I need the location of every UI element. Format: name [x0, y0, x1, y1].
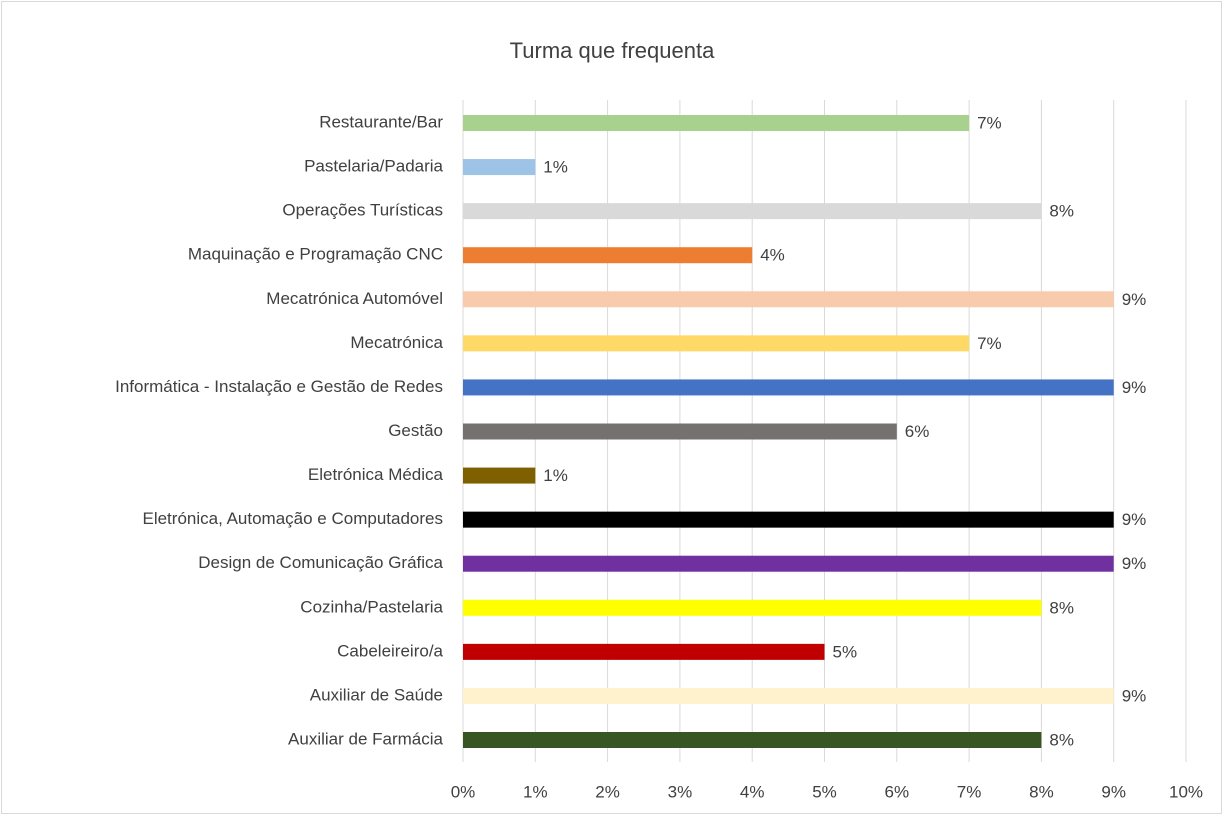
x-tick-label: 2%: [595, 782, 620, 801]
bar: [463, 291, 1114, 308]
y-tick-label: Pastelaria/Padaria: [304, 157, 443, 176]
bar: [463, 335, 970, 352]
x-tick-label: 10%: [1169, 782, 1203, 801]
x-tick-label: 7%: [957, 782, 982, 801]
bar: [463, 203, 1042, 220]
bar: [463, 159, 536, 176]
x-tick-label: 4%: [740, 782, 765, 801]
y-tick-label: Mecatrónica Automóvel: [266, 289, 443, 308]
bar: [463, 423, 897, 440]
bar: [463, 511, 1114, 528]
y-tick-label: Mecatrónica: [350, 333, 443, 352]
value-label: 6%: [905, 422, 930, 441]
y-tick-label: Gestão: [388, 421, 443, 440]
y-tick-label: Auxiliar de Saúde: [310, 685, 443, 704]
bar: [463, 467, 536, 484]
x-tick-label: 9%: [1101, 782, 1126, 801]
x-tick-label: 5%: [812, 782, 837, 801]
x-tick-label: 8%: [1029, 782, 1054, 801]
x-tick-label: 1%: [523, 782, 548, 801]
y-tick-label: Operações Turísticas: [282, 201, 443, 220]
bar: [463, 643, 825, 660]
value-label: 8%: [1049, 202, 1074, 221]
value-label: 7%: [977, 113, 1002, 132]
value-label: 5%: [833, 642, 858, 661]
y-tick-label: Cabeleireiro/a: [337, 641, 443, 660]
value-label: 9%: [1122, 686, 1147, 705]
value-label: 8%: [1049, 730, 1074, 749]
bar: [463, 599, 1042, 616]
y-tick-label: Informática - Instalação e Gestão de Red…: [115, 377, 443, 396]
value-label: 9%: [1122, 554, 1147, 573]
value-label: 9%: [1122, 510, 1147, 529]
x-tick-label: 0%: [451, 782, 476, 801]
y-tick-label: Cozinha/Pastelaria: [300, 597, 443, 616]
bar: [463, 379, 1114, 396]
y-tick-label: Design de Comunicação Gráfica: [198, 553, 443, 572]
y-tick-label: Restaurante/Bar: [319, 112, 443, 131]
bar: [463, 115, 970, 131]
chart-title: Turma que frequenta: [510, 38, 715, 63]
y-tick-label: Auxiliar de Farmácia: [288, 729, 443, 748]
y-tick-label: Maquinação e Programação CNC: [188, 245, 443, 264]
value-label: 8%: [1049, 598, 1074, 617]
bar: [463, 555, 1114, 572]
y-tick-label: Eletrónica, Automação e Computadores: [142, 509, 443, 528]
value-label: 7%: [977, 334, 1002, 353]
bar: [463, 687, 1114, 704]
value-label: 4%: [760, 246, 785, 265]
x-tick-label: 3%: [668, 782, 693, 801]
value-label: 1%: [543, 158, 568, 177]
bar: [463, 732, 1042, 748]
value-label: 9%: [1122, 378, 1147, 397]
bar: [463, 247, 753, 264]
value-label: 1%: [543, 466, 568, 485]
y-tick-label: Eletrónica Médica: [308, 465, 444, 484]
value-label: 9%: [1122, 290, 1147, 309]
x-tick-label: 6%: [885, 782, 910, 801]
